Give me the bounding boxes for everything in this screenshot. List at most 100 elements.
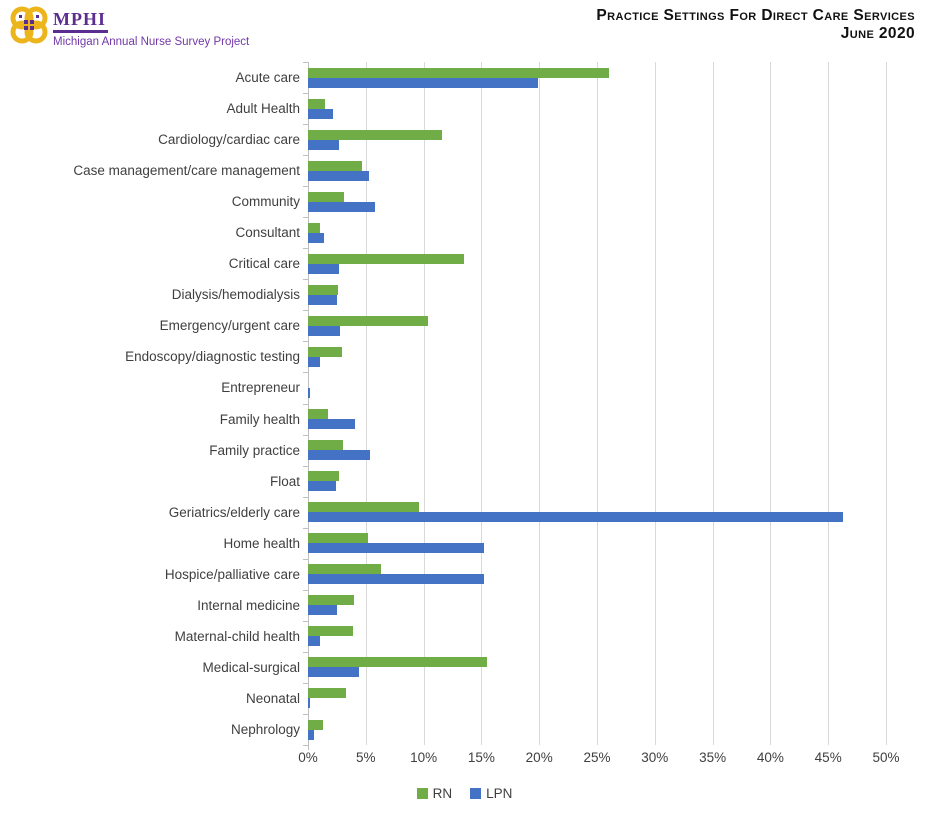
category-label: Critical care [228, 256, 300, 272]
x-axis-tick-label: 10% [410, 750, 438, 765]
category-label: Adult Health [226, 101, 300, 117]
bar-group [308, 621, 929, 652]
lpn-bar [308, 201, 376, 212]
category-row: Adult Health [0, 93, 929, 124]
logo-text: MPHI Michigan Annual Nurse Survey Projec… [53, 4, 249, 48]
legend: RN LPN [0, 786, 929, 801]
category-row: Endoscopy/diagnostic testing [0, 341, 929, 372]
x-axis-tick-label: 5% [356, 750, 376, 765]
lpn-bar [308, 419, 356, 430]
category-row: Family health [0, 404, 929, 435]
category-tick [303, 124, 308, 126]
rn-bar [308, 409, 328, 420]
x-axis-tick-label: 0% [298, 750, 318, 765]
category-label: Case management/care management [73, 163, 300, 179]
category-row: Dialysis/hemodialysis [0, 279, 929, 310]
bar-group [308, 279, 929, 310]
rn-bar [308, 253, 465, 264]
category-tick [303, 341, 308, 343]
logo-tagline: Michigan Annual Nurse Survey Project [53, 36, 250, 48]
lpn-bar [308, 481, 336, 492]
category-row: Internal medicine [0, 590, 929, 621]
lpn-bar [308, 356, 320, 367]
bar-group [308, 683, 929, 714]
category-row: Family practice [0, 435, 929, 466]
rn-bar [308, 160, 363, 171]
category-tick [303, 403, 308, 405]
category-row: Neonatal [0, 683, 929, 714]
rn-bar [308, 191, 344, 202]
bar-group [308, 341, 929, 372]
rn-bar [308, 688, 347, 699]
bar-group [308, 652, 929, 683]
category-tick [303, 527, 308, 529]
lpn-bar [308, 108, 334, 119]
category-tick [303, 651, 308, 653]
rn-bar [308, 222, 320, 233]
x-axis-tick-label: 25% [583, 750, 611, 765]
category-tick [303, 713, 308, 715]
lpn-bar [308, 512, 844, 523]
chart-title-line1: Practice Settings For Direct Care Servic… [596, 7, 915, 24]
category-label: Neonatal [245, 690, 300, 706]
legend-label: LPN [486, 786, 513, 801]
category-label: Acute care [235, 70, 300, 86]
rn-bar [308, 67, 609, 78]
rn-bar [308, 626, 354, 637]
rn-bar [308, 502, 419, 513]
legend-label: RN [432, 786, 453, 801]
header: MPHI Michigan Annual Nurse Survey Projec… [0, 0, 929, 60]
legend-swatch-icon [470, 788, 482, 799]
category-row: Community [0, 186, 929, 217]
category-row: Case management/care management [0, 155, 929, 186]
rn-bar [308, 315, 429, 326]
category-tick [303, 434, 308, 436]
bar-group [308, 466, 929, 497]
category-tick [303, 279, 308, 281]
lpn-bar [308, 325, 341, 336]
bar-group [308, 248, 929, 279]
x-axis-labels: 0% 5% 10% 15% 20% 25% 30% 35% 40% 45% 50% [298, 750, 908, 768]
legend-item-rn: RN [416, 786, 453, 801]
legend-item-lpn: LPN [470, 786, 512, 801]
lpn-bar [308, 139, 340, 150]
category-label: Family health [219, 411, 300, 427]
bar-group [308, 559, 929, 590]
gridline [828, 62, 830, 745]
practice-settings-bar-chart: Acute care Adult Health Cardiology/cardiac… [0, 62, 929, 750]
category-tick [303, 310, 308, 312]
lpn-bar [308, 698, 311, 709]
category-row: Geriatrics/elderly care [0, 497, 929, 528]
rn-bar [308, 129, 443, 140]
category-tick [303, 248, 308, 250]
lpn-bar [308, 667, 359, 678]
category-tick [303, 217, 308, 219]
x-axis-tick-label: 50% [872, 750, 900, 765]
category-row: Acute care [0, 62, 929, 93]
category-label: Endoscopy/diagnostic testing [125, 349, 300, 365]
category-label: Maternal-child health [174, 628, 300, 644]
category-label: Home health [223, 535, 300, 551]
category-row: Float [0, 466, 929, 497]
chart-title: Practice Settings For Direct Care Servic… [596, 7, 915, 43]
bar-group [308, 528, 929, 559]
bar-group [308, 124, 929, 155]
x-axis-tick-label: 40% [756, 750, 784, 765]
category-tick [303, 589, 308, 591]
category-tick [303, 372, 308, 374]
bar-group [308, 372, 929, 403]
lpn-bar [308, 543, 484, 554]
category-row: Entrepreneur [0, 372, 929, 403]
rn-bar [308, 657, 488, 668]
x-axis-tick-label: 30% [641, 750, 669, 765]
mphi-logo: MPHI Michigan Annual Nurse Survey Projec… [8, 4, 249, 48]
rn-bar [308, 440, 343, 451]
category-label: Community [231, 194, 300, 210]
lpn-bar [308, 294, 337, 305]
legend-swatch-icon [416, 788, 428, 799]
category-label: Internal medicine [197, 597, 300, 613]
category-tick [303, 93, 308, 95]
gridline [539, 62, 541, 745]
x-axis-tick-label: 45% [814, 750, 842, 765]
